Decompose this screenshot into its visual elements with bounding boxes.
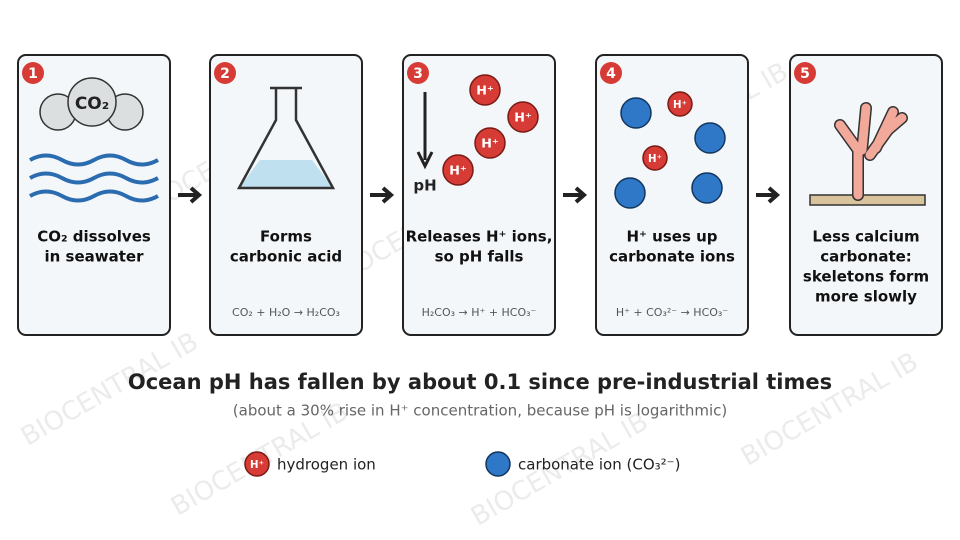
- step-equation: H₂CO₃ → H⁺ + HCO₃⁻: [422, 306, 537, 319]
- step-caption: carbonic acid: [230, 248, 342, 266]
- carbonate-ion: [691, 172, 723, 204]
- step-caption: in seawater: [45, 248, 145, 266]
- step-caption: H⁺ uses up: [626, 228, 717, 246]
- step-number: 1: [28, 66, 38, 82]
- step-number: 4: [606, 66, 616, 82]
- step-caption: more slowly: [815, 288, 917, 306]
- flask: [236, 86, 336, 190]
- hydrogen-ion-label: H⁺: [449, 164, 466, 179]
- hydrogen-ion-label: H⁺: [481, 137, 498, 152]
- flow-arrow: [756, 186, 781, 204]
- co2-bubble: [67, 77, 117, 127]
- flow-arrow: [563, 186, 588, 204]
- step-number: 2: [220, 66, 230, 82]
- step-number: 5: [800, 66, 810, 82]
- step-badge: [214, 62, 236, 84]
- step-badge: [794, 62, 816, 84]
- carbonate-ion: [620, 97, 652, 129]
- flask-liquid: [239, 160, 333, 188]
- step-caption: Forms: [260, 228, 312, 246]
- hydrogen-ion: [469, 74, 501, 106]
- hydrogen-ion-label: H⁺: [250, 460, 264, 471]
- coral-fill: [835, 103, 907, 200]
- watermark-text: BIOCENTRAL IB: [736, 347, 923, 472]
- step-card: [209, 54, 363, 336]
- hydrogen-ion-label: H⁺: [514, 111, 531, 126]
- hydrogen-ion: [667, 91, 693, 117]
- hydrogen-ion: [474, 127, 506, 159]
- carbonate-ion: [694, 122, 726, 154]
- step-caption: Releases H⁺ ions,: [406, 228, 553, 246]
- step-badge: [600, 62, 622, 84]
- step-equation: H⁺ + CO₃²⁻ → HCO₃⁻: [616, 306, 728, 319]
- carbonate-ion: [485, 451, 511, 477]
- ph-label: pH: [413, 177, 436, 195]
- step-caption: CO₂ dissolves: [37, 228, 151, 246]
- step-caption: carbonate:: [820, 248, 912, 266]
- hydrogen-ion-label: H⁺: [673, 100, 687, 111]
- hydrogen-ion: [642, 145, 668, 171]
- summary-subtitle: (about a 30% rise in H⁺ concentration, b…: [233, 402, 727, 420]
- step-badge: [22, 62, 44, 84]
- hydrogen-ion: [442, 154, 474, 186]
- step-caption: carbonate ions: [609, 248, 735, 266]
- step-equation: CO₂ + H₂O → H₂CO₃: [232, 306, 340, 319]
- hydrogen-ion-label: H⁺: [648, 154, 662, 165]
- legend-label: hydrogen ion: [277, 456, 376, 474]
- hydrogen-ion: [507, 101, 539, 133]
- hydrogen-ion-label: H⁺: [476, 84, 493, 99]
- carbonate-ion: [614, 177, 646, 209]
- wave: [29, 171, 159, 185]
- summary-title: Ocean pH has fallen by about 0.1 since p…: [128, 370, 832, 394]
- step-number: 3: [413, 66, 423, 82]
- hydrogen-ion: [244, 451, 270, 477]
- step-badge: [407, 62, 429, 84]
- co2-label: CO₂: [75, 94, 109, 114]
- seabed: [809, 194, 926, 206]
- flow-arrow: [178, 186, 203, 204]
- step-caption: so pH falls: [435, 248, 524, 266]
- wave: [29, 189, 159, 203]
- flow-arrow: [370, 186, 395, 204]
- step-caption: skeletons form: [803, 268, 929, 286]
- legend-label: carbonate ion (CO₃²⁻): [518, 456, 680, 474]
- step-caption: Less calcium: [812, 228, 919, 246]
- ph-arrow: [416, 92, 434, 170]
- wave: [29, 153, 159, 167]
